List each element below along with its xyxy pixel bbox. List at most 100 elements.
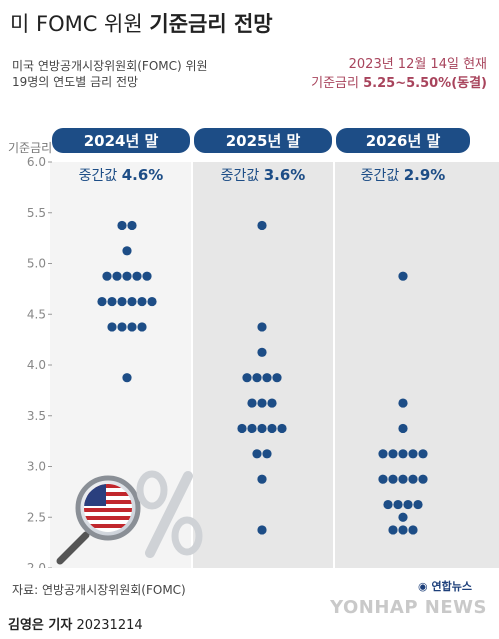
title-bold: 기준금리 전망 [149, 12, 273, 36]
median-label: 중간값 2.9% [361, 166, 446, 184]
projection-dot [398, 474, 408, 484]
projection-dot [398, 398, 408, 408]
magnifier-handle [56, 531, 90, 565]
projection-dot [247, 398, 257, 408]
projection-dot [277, 423, 287, 434]
us-flag-icon [84, 484, 132, 532]
projection-dot [102, 271, 112, 281]
reporter-name: 김영은 기자 [8, 618, 73, 633]
projection-dot [398, 512, 408, 522]
projection-dot [418, 474, 428, 484]
projection-dot [117, 220, 127, 231]
projection-dot [252, 449, 262, 459]
projection-dot [122, 271, 132, 281]
projection-dot [97, 296, 107, 307]
publish-date: 20231214 [76, 618, 143, 633]
current-rate-value: 5.25~5.50%(동결) [363, 76, 487, 91]
magnifier-flag-illustration [56, 470, 203, 565]
agency-label: 연합뉴스 [431, 580, 472, 593]
projection-dot [257, 347, 267, 357]
y-tick-label: 3.0 [27, 460, 46, 474]
year-header-pill [194, 128, 332, 153]
projection-dot [137, 322, 147, 332]
projection-dot [247, 423, 257, 434]
projection-dot [262, 373, 272, 383]
projection-dot [398, 449, 408, 459]
y-tick-label: 5.5 [27, 206, 46, 220]
percent-sign-icon [136, 470, 203, 558]
subtitle-line-2: 19명의 연도별 금리 전망 [12, 75, 139, 89]
byline: 김영은 기자 20231214 [8, 614, 143, 633]
projection-dot [257, 322, 267, 332]
projection-dot [403, 499, 413, 510]
projection-dot [107, 322, 117, 332]
projection-dot [117, 296, 127, 307]
year-header-label: 2025년 말 [226, 132, 301, 150]
y-tick-label: 5.0 [27, 257, 46, 271]
y-tick-label: 4.0 [27, 358, 46, 372]
projection-dot [117, 322, 127, 332]
year-header-pill [336, 128, 470, 153]
projection-dot [257, 474, 267, 484]
projection-dot [272, 373, 282, 383]
projection-dot [257, 398, 267, 408]
projection-dot [137, 296, 147, 307]
projection-dot [267, 423, 277, 434]
projection-dot [378, 449, 388, 459]
projection-dot [122, 246, 132, 256]
projection-dot [398, 423, 408, 434]
projection-dot [127, 322, 137, 332]
projection-dot [398, 271, 408, 281]
title-light: 미 FOMC 위원 [10, 12, 143, 36]
projection-dot [237, 423, 247, 434]
projection-dot [413, 499, 423, 510]
projection-dot [142, 271, 152, 281]
projection-dot [147, 296, 157, 307]
median-label: 중간값 4.6% [79, 166, 164, 184]
projection-dot [262, 449, 272, 459]
projection-dot [378, 474, 388, 484]
y-tick-label: 2.0 [27, 561, 46, 568]
y-axis-label: 기준금리 [8, 141, 52, 155]
year-header-label: 2026년 말 [366, 132, 441, 150]
projection-dot [257, 220, 267, 231]
current-rate-label: 기준금리 [311, 76, 359, 91]
projection-dot [383, 499, 393, 510]
projection-dot [408, 474, 418, 484]
y-tick-label: 3.5 [27, 409, 46, 423]
projection-dot [393, 499, 403, 510]
projection-dot [408, 449, 418, 459]
agency-logo-icon: ◉ [418, 580, 428, 593]
current-rate: 기준금리 5.25~5.50%(동결) [311, 74, 487, 93]
projection-dot [388, 525, 398, 535]
projection-dot [257, 423, 267, 434]
y-tick-label: 6.0 [27, 155, 46, 169]
projection-dot [398, 525, 408, 535]
projection-dot [242, 373, 252, 383]
year-header-pill [52, 128, 190, 153]
projection-dot [127, 296, 137, 307]
projection-dot [132, 271, 142, 281]
y-tick-label: 2.5 [27, 510, 46, 524]
projection-dot [257, 525, 267, 535]
projection-dot [388, 449, 398, 459]
projection-dot [267, 398, 277, 408]
projection-dot [408, 525, 418, 535]
watermark: YONHAP NEWS [330, 597, 487, 618]
projection-dot [107, 296, 117, 307]
projection-dot [388, 474, 398, 484]
year-header-label: 2024년 말 [84, 132, 159, 150]
y-tick-label: 4.5 [27, 307, 46, 321]
rate-status: 2023년 12월 14일 현재 기준금리 5.25~5.50%(동결) [311, 55, 487, 93]
median-label: 중간값 3.6% [221, 166, 306, 184]
projection-dot [112, 271, 122, 281]
projection-dot [127, 220, 137, 231]
projection-dot [418, 449, 428, 459]
source-note: 자료: 연방공개시장위원회(FOMC) [12, 583, 186, 597]
projection-dot [122, 373, 132, 383]
as-of-date: 2023년 12월 14일 현재 [348, 57, 487, 72]
agency-logo: ◉ 연합뉴스 [418, 578, 472, 594]
subtitle-line-1: 미국 연방공개시장위원회(FOMC) 위원 [12, 59, 208, 73]
